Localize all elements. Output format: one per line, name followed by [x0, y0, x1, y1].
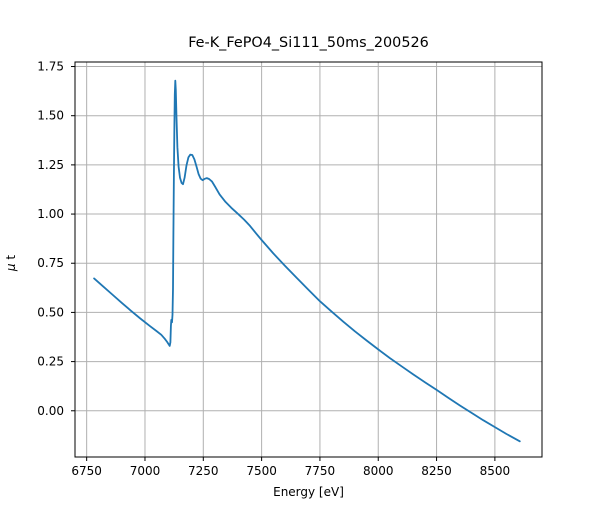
x-tick-label: 8500 — [480, 464, 511, 478]
mu-symbol: μ — [4, 263, 18, 272]
y-tick-label: 1.50 — [37, 109, 64, 123]
y-tick-label: 0.25 — [37, 355, 64, 369]
axes-spines — [74, 61, 543, 458]
y-tick-label: 1.75 — [37, 60, 64, 74]
x-tick-label: 6750 — [71, 464, 102, 478]
y-axis-label: μ t — [4, 255, 18, 271]
y-axis-label-suffix: t — [4, 254, 18, 264]
y-tick-label: 1.00 — [37, 207, 64, 221]
y-tick-label: 0.00 — [37, 404, 64, 418]
x-tick-label: 7750 — [305, 464, 336, 478]
chart-title: Fe-K_FePO4_Si111_50ms_200526 — [188, 35, 429, 51]
y-tick-label: 1.25 — [37, 158, 64, 172]
x-axis-label: Energy [eV] — [273, 485, 344, 499]
y-tick-label: 0.75 — [37, 256, 64, 270]
x-tick-label: 7250 — [188, 464, 219, 478]
data-line-mu_t — [93, 79, 521, 443]
x-tick-label: 7500 — [246, 464, 277, 478]
x-tick-label: 8000 — [363, 464, 394, 478]
x-tick-label: 7000 — [130, 464, 161, 478]
y-tick-label: 0.50 — [37, 305, 64, 319]
x-tick-label: 8250 — [421, 464, 452, 478]
